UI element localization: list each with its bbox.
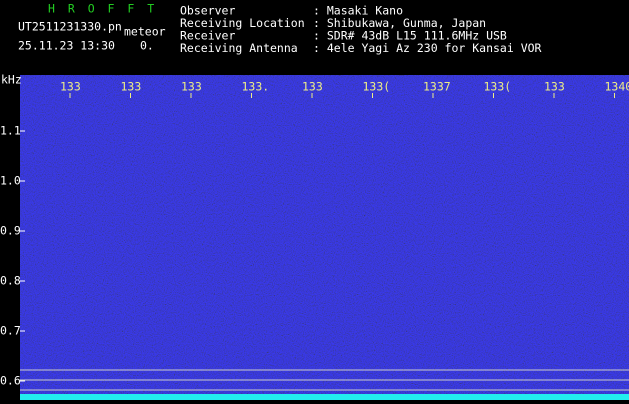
freq-label: 0.9 bbox=[0, 224, 21, 238]
datetime: 25.11.23 13:30 bbox=[18, 39, 115, 53]
noise bbox=[20, 75, 629, 400]
freq-label: 0.6 bbox=[0, 374, 21, 388]
app-title: H R O F F T bbox=[48, 2, 157, 16]
time-label: 133( bbox=[363, 80, 391, 94]
signal-band bbox=[20, 394, 629, 400]
file-name: UT2511231330.pn bbox=[18, 20, 122, 34]
time-label: 133 bbox=[544, 80, 565, 94]
freq-label: 0.8 bbox=[0, 274, 21, 288]
time-label: 133 bbox=[121, 80, 142, 94]
time-label: 1340 bbox=[605, 80, 629, 94]
freq-unit: kHz bbox=[1, 73, 22, 87]
count: 0. bbox=[140, 39, 154, 53]
info-label: Receiving Antenna bbox=[180, 41, 298, 55]
time-label: 133. bbox=[242, 80, 270, 94]
time-label: 133 bbox=[302, 80, 323, 94]
freq-label: 0.7 bbox=[0, 324, 21, 338]
info-value: : 4ele Yagi Az 230 for Kansai VOR bbox=[313, 41, 542, 55]
time-label: 133 bbox=[60, 80, 81, 94]
freq-label: 1.0 bbox=[0, 174, 21, 188]
time-label: 1337 bbox=[423, 80, 451, 94]
freq-label: 1.1 bbox=[0, 124, 21, 138]
time-label: 133( bbox=[484, 80, 512, 94]
time-label: 133 bbox=[181, 80, 202, 94]
mode: meteor bbox=[124, 25, 166, 39]
